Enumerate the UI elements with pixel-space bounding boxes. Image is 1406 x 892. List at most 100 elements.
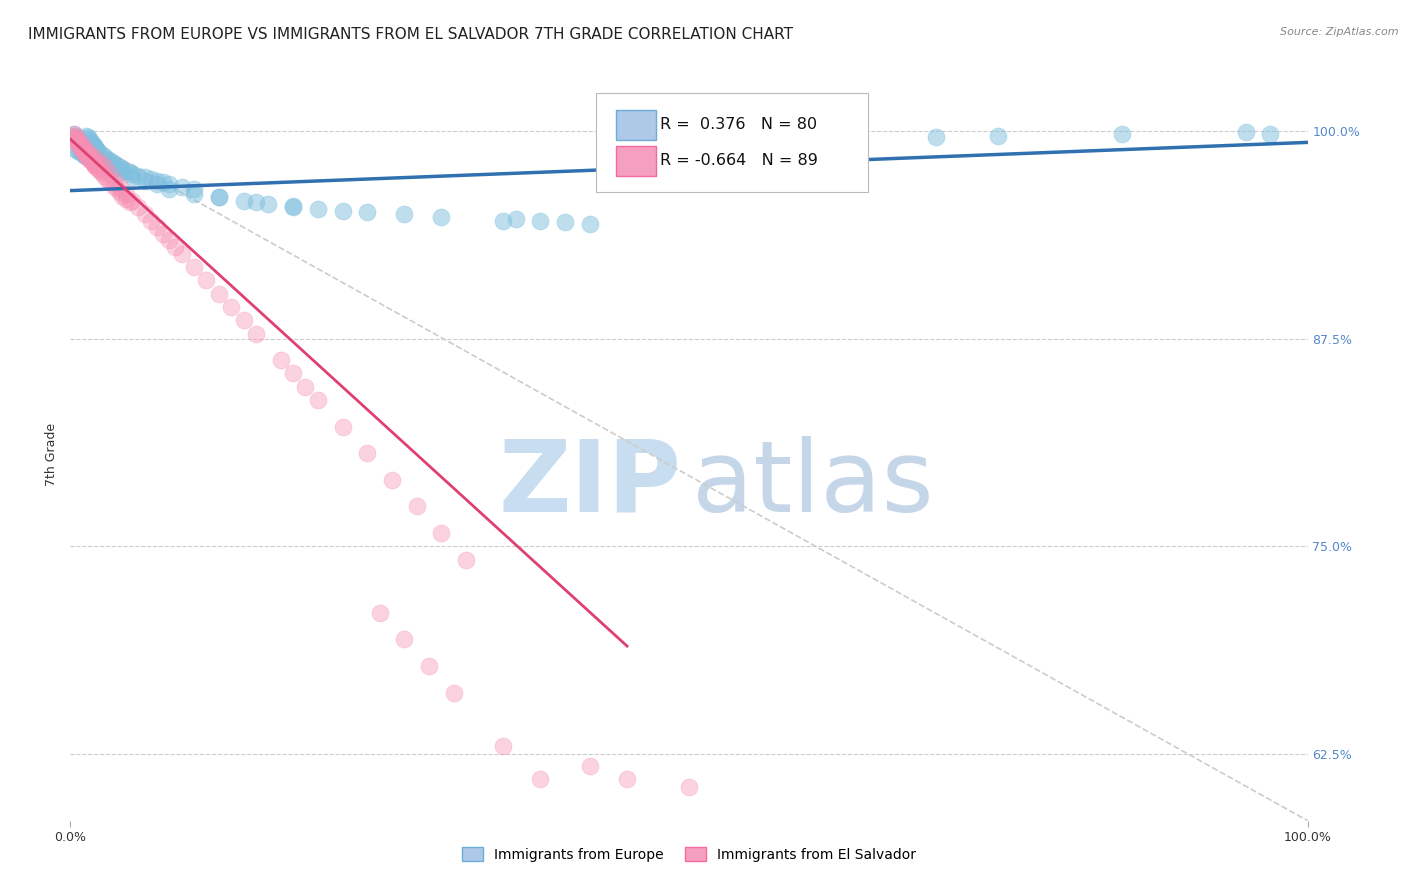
Point: [63, 127, 86, 141]
Point: [801, 132, 824, 146]
Point: [79, 134, 101, 148]
Point: [76, 130, 98, 145]
Point: [83, 157, 105, 171]
Point: [332, 203, 354, 218]
Point: [146, 177, 169, 191]
Point: [73, 140, 96, 154]
Point: [381, 473, 404, 487]
Point: [394, 207, 416, 221]
Point: [84, 142, 107, 156]
Point: [195, 273, 218, 287]
Point: [111, 161, 134, 176]
Point: [79, 147, 101, 161]
Point: [96, 159, 118, 173]
Point: [103, 161, 125, 176]
Point: [418, 659, 440, 673]
Point: [69, 138, 91, 153]
Point: [219, 300, 242, 314]
Point: [75, 147, 97, 161]
Point: [245, 326, 267, 341]
Point: [281, 198, 304, 212]
Point: [96, 152, 118, 166]
Point: [165, 240, 187, 254]
FancyBboxPatch shape: [616, 110, 655, 140]
Point: [170, 180, 193, 194]
Point: [91, 165, 114, 179]
Point: [108, 165, 131, 179]
Point: [134, 170, 156, 185]
Point: [86, 161, 108, 176]
Point: [94, 161, 117, 175]
Point: [103, 178, 125, 193]
Point: [104, 157, 127, 171]
Point: [257, 197, 280, 211]
Point: [146, 220, 169, 235]
Point: [96, 172, 118, 186]
Point: [108, 180, 131, 194]
Point: [75, 149, 97, 163]
Point: [139, 172, 162, 186]
Point: [101, 155, 124, 169]
Point: [98, 153, 121, 168]
Point: [67, 138, 90, 153]
Point: [108, 161, 131, 175]
Point: [75, 144, 97, 158]
Point: [73, 144, 96, 158]
Point: [69, 136, 91, 150]
Point: [76, 149, 98, 163]
Text: IMMIGRANTS FROM EUROPE VS IMMIGRANTS FROM EL SALVADOR 7TH GRADE CORRELATION CHAR: IMMIGRANTS FROM EUROPE VS IMMIGRANTS FRO…: [28, 27, 793, 42]
Point: [72, 142, 94, 156]
Point: [127, 169, 149, 183]
Point: [232, 313, 254, 327]
Point: [1234, 125, 1257, 139]
Point: [579, 217, 602, 231]
Point: [208, 286, 231, 301]
Point: [281, 367, 304, 381]
Text: Source: ZipAtlas.com: Source: ZipAtlas.com: [1281, 27, 1399, 37]
Point: [73, 140, 96, 154]
Point: [115, 186, 138, 201]
Point: [67, 134, 90, 148]
Point: [678, 780, 700, 795]
Point: [987, 128, 1010, 143]
Point: [90, 157, 112, 171]
Point: [208, 190, 231, 204]
Point: [84, 140, 107, 154]
Point: [65, 142, 87, 156]
Point: [82, 136, 104, 151]
Point: [134, 173, 156, 187]
Point: [65, 128, 87, 143]
Point: [83, 150, 105, 164]
Point: [84, 153, 107, 168]
Point: [84, 159, 107, 173]
Point: [394, 632, 416, 647]
Point: [183, 182, 205, 196]
Point: [72, 138, 94, 153]
Point: [368, 606, 391, 620]
FancyBboxPatch shape: [596, 93, 869, 192]
FancyBboxPatch shape: [616, 145, 655, 177]
Point: [146, 173, 169, 187]
Point: [579, 758, 602, 772]
Point: [65, 130, 87, 145]
Point: [157, 182, 180, 196]
Point: [443, 685, 465, 699]
Point: [77, 152, 100, 166]
Point: [118, 165, 141, 179]
Point: [65, 134, 87, 148]
Point: [66, 136, 89, 150]
Point: [87, 161, 110, 176]
Point: [281, 200, 304, 214]
Point: [157, 234, 180, 248]
Point: [925, 130, 948, 145]
Point: [270, 353, 292, 368]
Point: [139, 213, 162, 227]
Point: [232, 194, 254, 208]
Point: [332, 419, 354, 434]
Point: [67, 134, 90, 148]
Point: [70, 136, 93, 151]
Text: atlas: atlas: [692, 435, 934, 533]
Point: [183, 186, 205, 201]
Point: [67, 136, 90, 151]
Point: [79, 152, 101, 166]
